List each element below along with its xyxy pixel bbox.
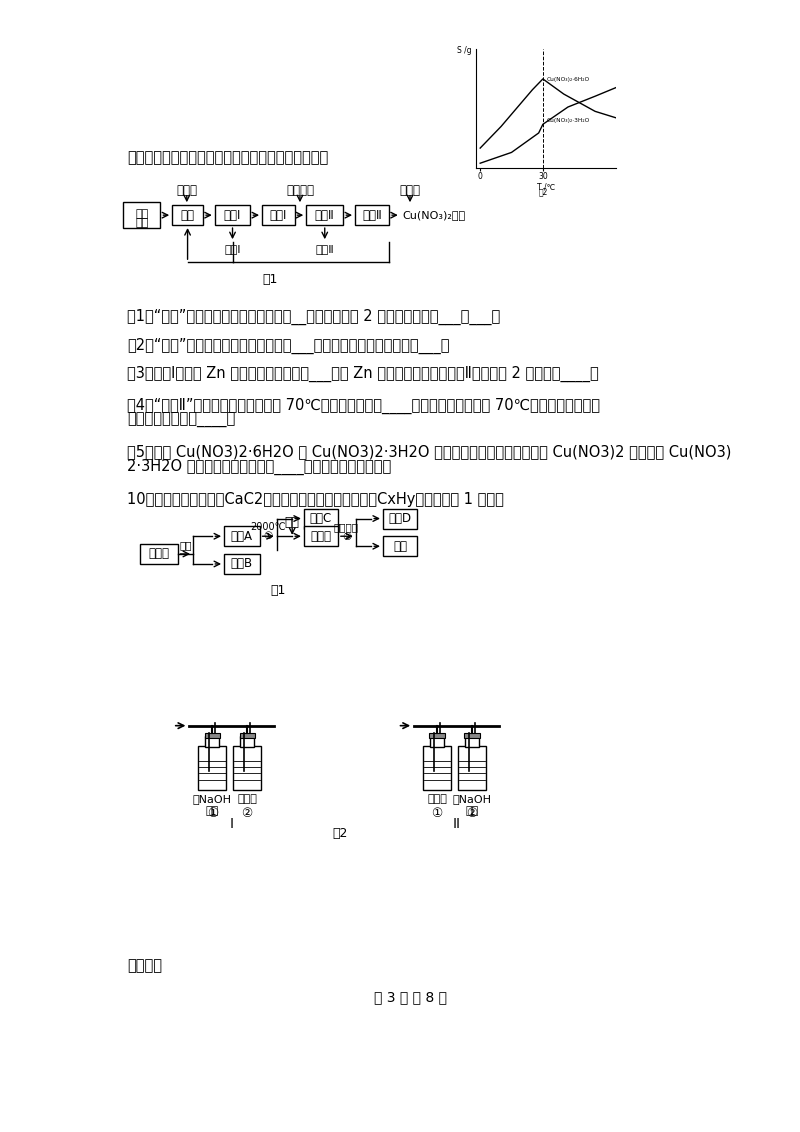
Text: 碳酸钓: 碳酸钓 xyxy=(149,548,170,560)
Text: 高温: 高温 xyxy=(179,540,191,550)
Bar xyxy=(206,737,219,747)
Text: Cu(NO₃)₂·3H₂O: Cu(NO₃)₂·3H₂O xyxy=(547,118,590,123)
Bar xyxy=(224,526,260,547)
Text: 乙况: 乙况 xyxy=(393,540,407,552)
Bar xyxy=(205,734,220,738)
Text: ①: ① xyxy=(206,807,218,821)
Text: 滤渣Ⅱ: 滤渣Ⅱ xyxy=(315,243,334,254)
Bar xyxy=(304,508,338,529)
Text: Cu(NO₃)₂·6H₂O: Cu(NO₃)₂·6H₂O xyxy=(547,77,590,83)
Bar xyxy=(465,737,479,747)
Text: 黄锐: 黄锐 xyxy=(135,208,149,218)
Text: 反应Ⅰ: 反应Ⅰ xyxy=(270,208,287,222)
Text: （4）“反应Ⅱ”时，反应温度不宜超过 70℃，其主要原因是____，若保持反应温度为 70℃，欲加快反应速率: （4）“反应Ⅱ”时，反应温度不宜超过 70℃，其主要原因是____，若保持反应温… xyxy=(127,397,600,414)
Text: 反应Ⅱ: 反应Ⅱ xyxy=(362,208,382,222)
Bar xyxy=(240,737,254,747)
Bar xyxy=(464,734,480,738)
Text: 还可采取的措施为____。: 还可采取的措施为____。 xyxy=(127,413,235,428)
Bar xyxy=(355,205,389,225)
Text: （资料）: （资料） xyxy=(127,958,162,974)
Bar xyxy=(304,526,338,547)
Text: 浓NaOH
溶液: 浓NaOH 溶液 xyxy=(453,795,491,816)
Text: 过滤Ⅰ: 过滤Ⅰ xyxy=(224,208,242,222)
Bar xyxy=(430,737,444,747)
Text: ②: ② xyxy=(466,807,478,821)
Text: 碳化钓: 碳化钓 xyxy=(310,530,331,542)
Text: （查阅资料）硫酸受热易分解，且硫酸具有挥发性；: （查阅资料）硫酸受热易分解，且硫酸具有挥发性； xyxy=(127,149,328,164)
Text: 固体D: 固体D xyxy=(388,512,411,525)
Text: 2000℃: 2000℃ xyxy=(250,522,286,532)
Text: 焦炭: 焦炭 xyxy=(285,516,300,530)
Y-axis label: S /g: S /g xyxy=(458,45,472,54)
Text: 浓硫酸: 浓硫酸 xyxy=(238,795,257,804)
Bar xyxy=(198,746,226,790)
Text: 稀硫酸: 稀硫酸 xyxy=(176,183,198,197)
Text: 图2: 图2 xyxy=(333,827,348,840)
Text: （1）“浸取”前将灰渣磨成颗粒，目的是__。浸取时任意 2 个化学方程式：___；___。: （1）“浸取”前将灰渣磨成颗粒，目的是__。浸取时任意 2 个化学方程式：___… xyxy=(127,309,500,325)
Text: ②: ② xyxy=(242,807,253,821)
Bar xyxy=(214,205,250,225)
Bar xyxy=(123,201,161,229)
Bar xyxy=(458,746,486,790)
Text: 图1: 图1 xyxy=(263,273,278,286)
Text: 浸取: 浸取 xyxy=(181,208,194,222)
Text: 固体A: 固体A xyxy=(231,530,253,542)
Text: 稀硫酸: 稀硫酸 xyxy=(399,183,421,197)
Bar xyxy=(383,537,417,556)
Text: 2·3H2O 的方法是：蔓发浓缩，____，过滤、洗洤、干燥。: 2·3H2O 的方法是：蔓发浓缩，____，过滤、洗洤、干燥。 xyxy=(127,460,391,475)
Text: 第 3 页 共 8 页: 第 3 页 共 8 页 xyxy=(374,990,446,1004)
Text: 废液: 废液 xyxy=(135,217,149,228)
Text: Cu(NO₃)₂溶液: Cu(NO₃)₂溶液 xyxy=(402,211,466,220)
Text: 浓NaOH
溶液: 浓NaOH 溶液 xyxy=(193,795,232,816)
Bar xyxy=(306,205,343,225)
Bar xyxy=(224,554,260,574)
Bar xyxy=(423,746,451,790)
Text: 气体B: 气体B xyxy=(230,557,253,571)
Text: 气体C: 气体C xyxy=(310,512,332,525)
Bar xyxy=(383,508,417,529)
Text: 滤渣Ⅰ: 滤渣Ⅰ xyxy=(224,243,241,254)
Text: 适量的水: 适量的水 xyxy=(334,522,359,532)
Text: ①: ① xyxy=(431,807,442,821)
Bar xyxy=(234,746,261,790)
Text: I: I xyxy=(230,817,234,831)
Text: 10．工业上生产电石（CaC2）并制备重要工业原料乙况（CxHy）流程如图 1 所示：: 10．工业上生产电石（CaC2）并制备重要工业原料乙况（CxHy）流程如图 1 … xyxy=(127,491,504,507)
Text: （5）已知 Cu(NO3)2·6H2O 和 Cu(NO3)2·3H2O 的溶解度曲线如右上图，则从 Cu(NO3)2 溶液获取 Cu(NO3): （5）已知 Cu(NO3)2·6H2O 和 Cu(NO3)2·3H2O 的溶解度… xyxy=(127,444,731,458)
Bar xyxy=(239,734,255,738)
Text: 过滤Ⅱ: 过滤Ⅱ xyxy=(315,208,334,222)
Text: （3）反应Ⅰ中所加 Zn 粉不能过量的原因是___；若 Zn 的使用量不足，则滤液Ⅱ中含有的 2 种溶质是____。: （3）反应Ⅰ中所加 Zn 粉不能过量的原因是___；若 Zn 的使用量不足，则滤… xyxy=(127,366,599,383)
Text: 图1: 图1 xyxy=(270,584,286,597)
Bar xyxy=(140,544,178,564)
Text: 浓硫酸: 浓硫酸 xyxy=(427,795,447,804)
Text: 图2: 图2 xyxy=(538,187,547,196)
Text: （2）“过滤”时所需的玻璃仪器有烧杯、___、玻璃棒，玻璃棒的作用是___。: （2）“过滤”时所需的玻璃仪器有烧杯、___、玻璃棒，玻璃棒的作用是___。 xyxy=(127,337,450,354)
Bar xyxy=(172,205,203,225)
Text: II: II xyxy=(453,817,461,831)
Text: ①: ① xyxy=(263,531,273,541)
Text: 适量锈粉: 适量锈粉 xyxy=(286,183,314,197)
Text: ②: ② xyxy=(342,532,351,542)
X-axis label: T /℃: T /℃ xyxy=(537,182,555,191)
Bar xyxy=(262,205,294,225)
Bar xyxy=(430,734,445,738)
